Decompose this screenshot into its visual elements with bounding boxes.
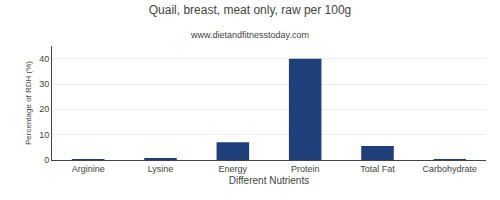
svg-text:www.dietandfitnesstoday.com: www.dietandfitnesstoday.com [190, 30, 309, 40]
svg-text:10: 10 [39, 130, 49, 140]
svg-text:Arginine: Arginine [72, 164, 105, 174]
svg-text:Total Fat: Total Fat [360, 164, 395, 174]
svg-text:Lysine: Lysine [148, 164, 174, 174]
svg-text:0: 0 [44, 155, 49, 165]
svg-text:Carbohydrate: Carbohydrate [423, 164, 478, 174]
svg-text:Protein: Protein [291, 164, 320, 174]
svg-text:30: 30 [39, 79, 49, 89]
svg-text:20: 20 [39, 104, 49, 114]
svg-text:Quail, breast, meat only, raw: Quail, breast, meat only, raw per 100g [149, 3, 352, 17]
svg-text:Percentage of RDH (%): Percentage of RDH (%) [24, 61, 33, 145]
svg-text:40: 40 [39, 54, 49, 64]
svg-text:Different Nutrients: Different Nutrients [229, 175, 309, 186]
svg-text:Energy: Energy [219, 164, 248, 174]
